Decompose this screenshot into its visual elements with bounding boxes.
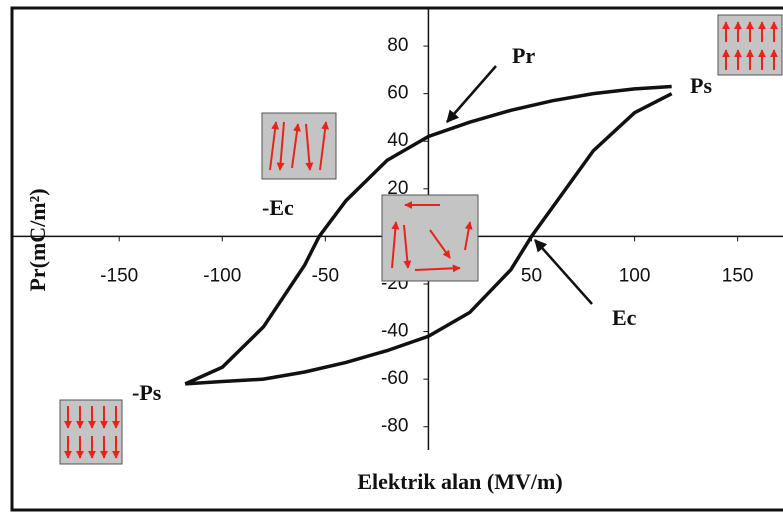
- chart: -150-100-505010015080604020-20-40-60-80 …: [0, 0, 783, 514]
- annotation: Pr: [512, 43, 535, 68]
- y-tick-label: 60: [387, 83, 408, 104]
- y-axis-label: Pr(mC/m²): [25, 188, 50, 291]
- annotation: -Ec: [262, 195, 294, 220]
- x-tick-label: -150: [100, 265, 138, 286]
- x-tick-label: 50: [521, 265, 542, 286]
- y-tick-label: -60: [381, 368, 408, 389]
- annotation: Ec: [612, 305, 637, 330]
- y-tick-label: -80: [381, 416, 408, 437]
- y-tick-label: 80: [387, 35, 408, 56]
- annotation: -Ps: [132, 380, 162, 405]
- annotation: Ps: [690, 73, 712, 98]
- x-axis-label: Elektrik alan (MV/m): [357, 469, 562, 494]
- x-tick-label: 150: [722, 265, 754, 286]
- domain-inset: [60, 400, 122, 464]
- x-tick-label: 100: [619, 265, 651, 286]
- y-tick-label: -40: [381, 321, 408, 342]
- domain-inset: [382, 195, 478, 281]
- x-tick-label: -50: [312, 265, 339, 286]
- x-tick-label: -100: [203, 265, 241, 286]
- domain-inset: [718, 15, 782, 75]
- domain-inset: [262, 113, 336, 179]
